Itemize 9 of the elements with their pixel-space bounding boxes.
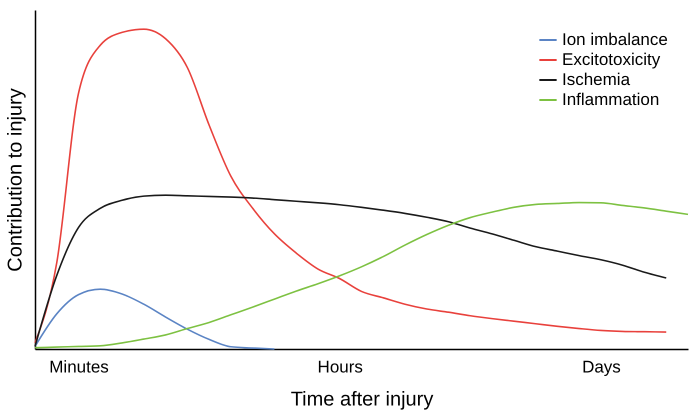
legend-label: Inflammation bbox=[562, 90, 660, 109]
legend-label: Ion imbalance bbox=[562, 30, 668, 49]
x-tick-label: Days bbox=[582, 358, 621, 376]
x-axis-title: Time after injury bbox=[290, 388, 434, 410]
legend-label: Ischemia bbox=[562, 70, 631, 89]
legend-label: Excitotoxicity bbox=[562, 50, 661, 69]
y-axis-title: Contribution to injury bbox=[4, 88, 26, 272]
x-tick-label: Minutes bbox=[49, 358, 109, 376]
x-tick-label: Hours bbox=[318, 358, 363, 376]
